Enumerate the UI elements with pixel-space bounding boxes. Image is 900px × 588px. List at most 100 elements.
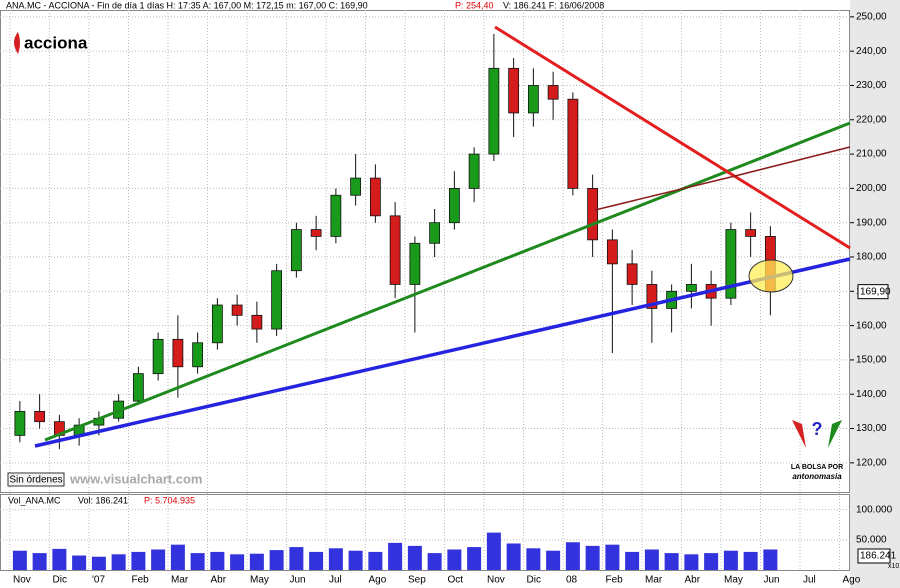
x-tick-label: 08 xyxy=(566,575,578,586)
y-tick-label: 210,00 xyxy=(856,149,887,160)
candle-body xyxy=(488,67,500,155)
candle-body xyxy=(271,270,283,330)
volume-bar xyxy=(427,553,442,570)
x-tick-label: Feb xyxy=(606,575,624,586)
volume-bar xyxy=(644,549,659,570)
x-tick-label: Jun xyxy=(764,575,780,586)
volume-title: Vol_ANA.MC xyxy=(8,495,61,505)
volume-bar xyxy=(210,551,225,570)
candle-body xyxy=(192,342,204,368)
candle-body xyxy=(626,263,638,285)
candle-body xyxy=(409,242,421,285)
candle-body xyxy=(527,85,539,114)
header: ANA.MC - ACCIONA - Fin de día 1 días H: … xyxy=(6,0,368,10)
candle-body xyxy=(132,373,144,402)
candle-body xyxy=(606,239,618,265)
volume-bar xyxy=(190,553,205,570)
volume-bar xyxy=(763,549,778,570)
candle-body xyxy=(468,153,480,189)
marks xyxy=(12,34,778,570)
x-tick-label: '07 xyxy=(92,575,105,586)
volume-bar xyxy=(506,543,521,570)
volume-bar xyxy=(368,551,383,570)
volume-bar xyxy=(72,555,87,570)
volume-bar xyxy=(664,553,679,570)
candle-body xyxy=(646,284,658,309)
volume-bar xyxy=(32,553,47,570)
candle-body xyxy=(211,304,223,344)
x-tick-label: Sep xyxy=(408,575,426,586)
x-tick-label: Dic xyxy=(527,575,541,586)
x-tick-label: Dic xyxy=(53,575,67,586)
volume-bar xyxy=(328,548,343,570)
candle-body xyxy=(231,304,243,316)
x-tick-label: May xyxy=(724,575,743,586)
badge-icon xyxy=(828,420,842,448)
trend-line xyxy=(44,121,851,442)
x-tick-label: May xyxy=(250,575,269,586)
volume-bar xyxy=(348,550,363,570)
last-price-box xyxy=(857,284,889,300)
volume-bar xyxy=(625,551,640,570)
y-tick-label: 50.000 xyxy=(856,534,887,545)
trend-line xyxy=(34,257,851,448)
volume-bar xyxy=(565,542,580,570)
volume-bar xyxy=(704,553,719,570)
volume-bar xyxy=(170,544,185,570)
volume-bar xyxy=(407,545,422,570)
x-tick-label: Mar xyxy=(645,575,663,586)
volume-bar xyxy=(309,551,324,570)
x-tick-label: Abr xyxy=(211,575,227,586)
volume-vol: Vol: 186.241 xyxy=(78,495,128,505)
x-tick-label: Ago xyxy=(369,575,387,586)
candle-body xyxy=(290,229,302,272)
x-tick-label: Jul xyxy=(803,575,816,586)
volume-scale: x10 xyxy=(888,563,899,570)
volume-bar xyxy=(91,556,106,570)
header-end: V: 186.241 F: 16/06/2008 xyxy=(503,0,604,10)
x-tick-label: Nov xyxy=(13,575,31,586)
trend-line xyxy=(594,175,736,211)
volume-bar xyxy=(388,542,403,570)
last-volume-box xyxy=(857,548,891,564)
last-volume-label: 186.241 xyxy=(860,551,897,562)
candle-body xyxy=(508,67,520,114)
website: www.visualchart.com xyxy=(69,471,202,486)
y-tick-label: 120,00 xyxy=(856,457,887,468)
x-tick-label: Mar xyxy=(171,575,189,586)
badge-text: antonomasia xyxy=(792,472,842,481)
volume-bar xyxy=(131,551,146,570)
candle-body xyxy=(172,338,184,368)
last-price-label: 169,90 xyxy=(860,286,891,297)
candle-body xyxy=(369,177,381,217)
volume-bar xyxy=(585,545,600,570)
candle-body xyxy=(725,229,737,299)
candle-body xyxy=(34,410,46,423)
logo: acciona xyxy=(24,33,88,52)
candle-body xyxy=(389,215,401,285)
candle-body xyxy=(152,338,164,375)
header-bg xyxy=(0,0,850,10)
volume-panel xyxy=(0,494,850,571)
y-tick-label: 220,00 xyxy=(856,114,887,125)
volume-p: P: 5.704.935 xyxy=(144,495,195,505)
price-panel xyxy=(0,10,850,493)
x-tick-label: Feb xyxy=(132,575,150,586)
volume-bar xyxy=(111,554,126,570)
candle-body xyxy=(251,314,263,330)
badge-text: LA BOLSA POR xyxy=(791,464,843,471)
y-tick-label: 230,00 xyxy=(856,80,887,91)
candle-body xyxy=(14,410,26,436)
volume-bar xyxy=(684,554,699,570)
y-tick-label: 200,00 xyxy=(856,183,887,194)
y-tick-label: 150,00 xyxy=(856,355,887,366)
candle-body xyxy=(448,187,460,224)
volume-bar xyxy=(447,549,462,570)
header-p: P: 254,40 xyxy=(455,0,494,10)
trend-line xyxy=(494,25,851,250)
candle-body xyxy=(429,222,441,244)
volume-bar xyxy=(151,549,166,570)
candle-body xyxy=(587,187,599,241)
